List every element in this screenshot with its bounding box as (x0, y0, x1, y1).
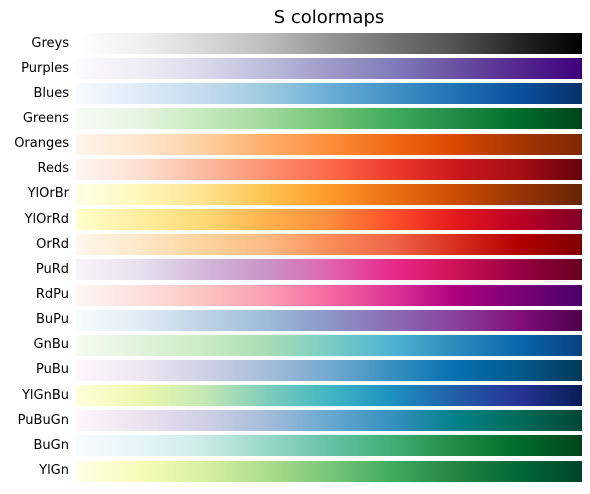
colormap-label-greys: Greys (31, 35, 69, 51)
colormap-label-purd: PuRd (35, 261, 69, 277)
colormap-bar-reds (76, 158, 582, 180)
colormap-bar-greens (76, 108, 582, 130)
colormap-bar-oranges (76, 133, 582, 155)
colormap-bar-pubu (76, 359, 582, 381)
colormap-label-bupu: BuPu (35, 312, 69, 328)
colormap-bar-blues (76, 83, 582, 105)
chart-title: S colormaps (273, 7, 385, 28)
colormap-bar-ylgnbu (76, 385, 582, 407)
colormap-bar-orrd (76, 234, 582, 256)
colormap-bar-ylorbr (76, 183, 582, 205)
colormap-bar-greys (76, 33, 582, 54)
colormap-label-bugn: BuGn (33, 437, 69, 453)
colormap-bar-purples (76, 58, 582, 80)
colormap-label-blues: Blues (33, 85, 69, 101)
colormap-bar-pubugn (76, 410, 582, 432)
colormap-label-purples: Purples (21, 60, 69, 76)
colormap-label-gnbu: GnBu (33, 337, 69, 353)
colormap-label-ylorbr: YlOrBr (27, 186, 69, 202)
colormap-bar-ylorrd (76, 209, 582, 231)
colormap-label-pubugn: PuBuGn (17, 412, 69, 428)
colormap-bar-bupu (76, 309, 582, 331)
colormap-label-orrd: OrRd (36, 236, 69, 252)
colormap-bar-ylgn (76, 460, 582, 482)
colormap-label-greens: Greens (22, 110, 69, 126)
colormap-label-reds: Reds (37, 161, 69, 177)
colormap-bar-rdpu (76, 284, 582, 306)
colormap-label-rdpu: RdPu (35, 287, 69, 302)
colormap-label-ylorrd: YlOrRd (24, 211, 69, 227)
colormap-label-ylgnbu: YlGnBu (21, 387, 69, 403)
colormap-label-ylgn: YlGn (39, 463, 69, 479)
colormap-label-pubu: PuBu (35, 362, 69, 378)
colormap-bar-gnbu (76, 334, 582, 356)
colormap-label-oranges: Oranges (14, 136, 69, 152)
colormap-bar-purd (76, 259, 582, 281)
colormap-bar-bugn (76, 435, 582, 457)
